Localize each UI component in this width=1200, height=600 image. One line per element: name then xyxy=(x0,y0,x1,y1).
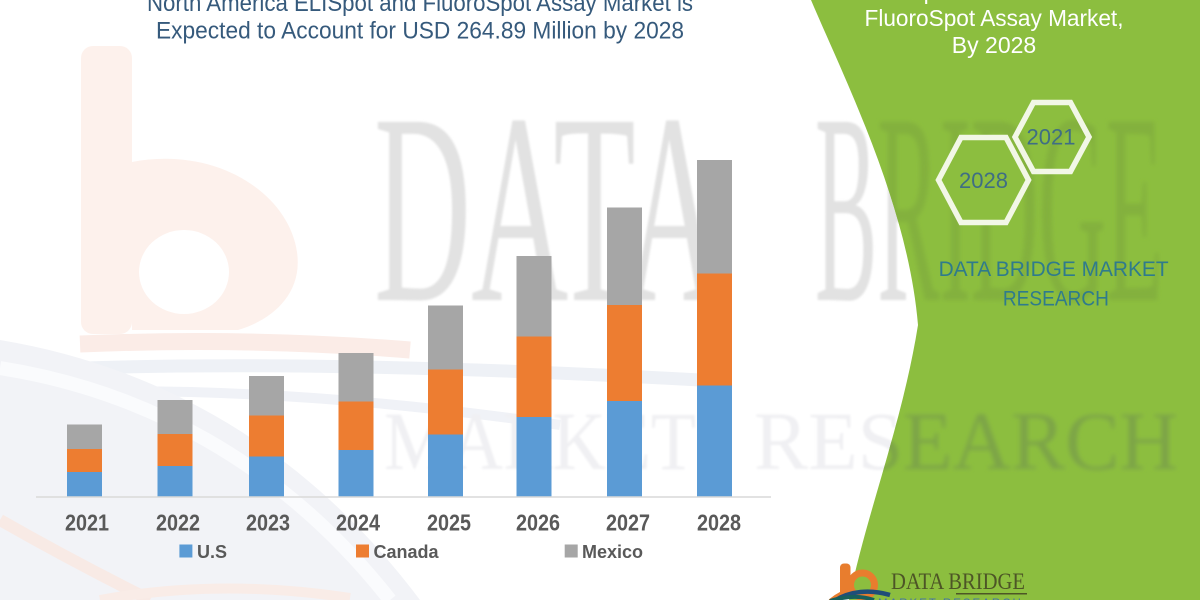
svg-text:North America ELISpot and Fluo: North America ELISpot and FluoroSpot Ass… xyxy=(147,0,693,17)
svg-text:U.S: U.S xyxy=(197,542,227,562)
svg-text:2028: 2028 xyxy=(959,168,1008,193)
svg-text:DATA BRIDGE: DATA BRIDGE xyxy=(891,569,1025,594)
svg-text:2022: 2022 xyxy=(156,510,200,536)
svg-text:RESEARCH: RESEARCH xyxy=(1003,287,1109,310)
svg-text:By 2028: By 2028 xyxy=(952,32,1036,58)
svg-text:2027: 2027 xyxy=(606,510,650,536)
svg-text:2021: 2021 xyxy=(1027,125,1076,150)
svg-text:2028: 2028 xyxy=(697,510,741,536)
svg-text:Expected to Account for USD 26: Expected to Account for USD 264.89 Milli… xyxy=(156,18,684,45)
svg-text:MARKET RESEARCH: MARKET RESEARCH xyxy=(878,598,1023,600)
svg-text:2025: 2025 xyxy=(427,510,471,536)
svg-text:FluoroSpot Assay Market,: FluoroSpot Assay Market, xyxy=(865,5,1124,31)
svg-text:DATA BRIDGE MARKET: DATA BRIDGE MARKET xyxy=(939,258,1169,281)
svg-text:2024: 2024 xyxy=(336,510,380,536)
svg-text:2023: 2023 xyxy=(246,510,290,536)
svg-text:2026: 2026 xyxy=(516,510,560,536)
svg-text:North America ELISpot and: North America ELISpot and xyxy=(722,0,1001,4)
svg-text:2021: 2021 xyxy=(65,510,109,536)
svg-text:Canada: Canada xyxy=(374,542,440,562)
svg-text:Mexico: Mexico xyxy=(582,542,643,562)
